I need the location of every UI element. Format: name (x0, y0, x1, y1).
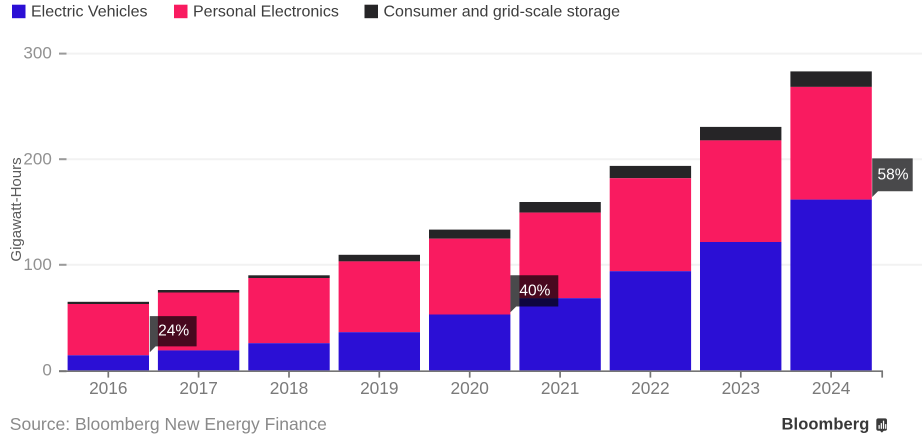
svg-text:200: 200 (23, 149, 51, 168)
svg-text:Bloomberg: Bloomberg (782, 415, 870, 433)
svg-text:Source: Bloomberg New Energy F: Source: Bloomberg New Energy Finance (10, 414, 327, 434)
svg-text:300: 300 (23, 44, 51, 63)
svg-text:Consumer and grid-scale storag: Consumer and grid-scale storage (384, 4, 621, 21)
svg-text:2017: 2017 (179, 378, 217, 398)
svg-text:2016: 2016 (89, 378, 127, 398)
svg-text:Electric Vehicles: Electric Vehicles (31, 4, 148, 21)
svg-text:2019: 2019 (360, 378, 398, 398)
svg-text:2021: 2021 (541, 378, 579, 398)
svg-text:2022: 2022 (631, 378, 669, 398)
svg-text:40%: 40% (519, 282, 550, 299)
svg-text:100: 100 (23, 255, 51, 274)
svg-text:2024: 2024 (812, 378, 851, 398)
svg-text:Personal Electronics: Personal Electronics (193, 4, 339, 21)
svg-text:Gigawatt-Hours: Gigawatt-Hours (8, 157, 25, 261)
svg-text:0: 0 (42, 361, 51, 380)
svg-text:58%: 58% (877, 166, 908, 183)
svg-text:24%: 24% (158, 323, 189, 340)
svg-text:2018: 2018 (270, 378, 308, 398)
svg-text:2023: 2023 (722, 378, 760, 398)
svg-text:2020: 2020 (450, 378, 488, 398)
